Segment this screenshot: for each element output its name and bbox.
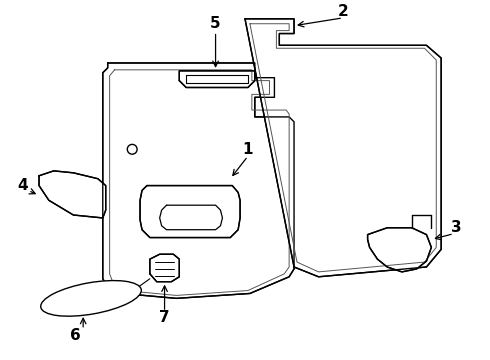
- Polygon shape: [179, 71, 255, 87]
- Text: 1: 1: [243, 142, 253, 157]
- Text: 4: 4: [17, 178, 27, 193]
- Polygon shape: [103, 63, 294, 298]
- Ellipse shape: [41, 280, 141, 316]
- Polygon shape: [150, 254, 179, 282]
- Text: 5: 5: [210, 16, 221, 31]
- Polygon shape: [39, 171, 106, 218]
- Text: 7: 7: [159, 310, 170, 325]
- Text: 2: 2: [338, 4, 348, 19]
- Text: 6: 6: [70, 328, 81, 343]
- Text: 3: 3: [451, 220, 461, 235]
- Polygon shape: [140, 185, 240, 238]
- Polygon shape: [368, 228, 431, 272]
- Polygon shape: [245, 19, 441, 277]
